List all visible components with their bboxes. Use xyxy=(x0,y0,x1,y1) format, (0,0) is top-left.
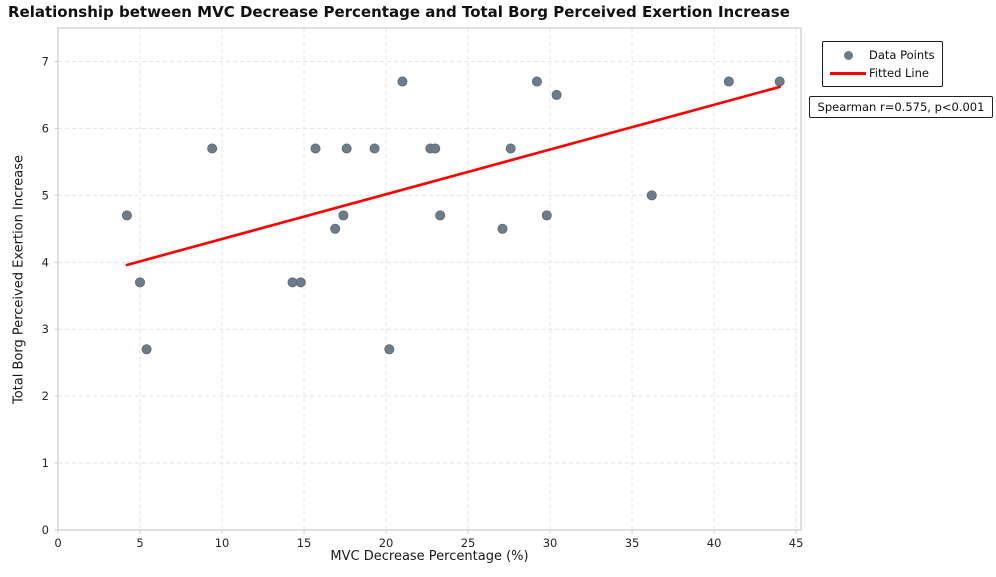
y-tick-label: 5 xyxy=(42,188,49,202)
legend-item-data-points: Data Points xyxy=(827,46,936,64)
legend-label-fitted-line: Fitted Line xyxy=(869,66,929,80)
fitted-line xyxy=(125,85,781,267)
chart-title: Relationship between MVC Decrease Percen… xyxy=(8,3,790,21)
x-axis-label: MVC Decrease Percentage (%) xyxy=(330,549,529,564)
data-point xyxy=(141,344,152,355)
data-point xyxy=(207,143,218,154)
y-tick-label: 7 xyxy=(42,54,49,68)
data-point xyxy=(531,76,542,87)
data-point xyxy=(435,210,446,221)
y-tick-label: 0 xyxy=(42,523,49,537)
x-tick-label: 40 xyxy=(707,536,722,550)
legend: Data Points Fitted Line xyxy=(822,41,943,87)
y-tick-label: 3 xyxy=(42,322,49,336)
data-point xyxy=(646,190,657,201)
x-tick-label: 45 xyxy=(789,536,804,550)
x-tick-label: 5 xyxy=(136,536,143,550)
legend-item-fitted-line: Fitted Line xyxy=(827,64,936,82)
data-point xyxy=(430,143,441,154)
y-axis-label: Total Borg Perceived Exertion Increase xyxy=(11,154,27,405)
data-point xyxy=(310,143,321,154)
data-point xyxy=(135,277,146,288)
legend-scatter-marker-icon xyxy=(843,50,853,60)
data-point xyxy=(295,277,306,288)
y-tick-label: 2 xyxy=(42,389,49,403)
plot-border xyxy=(57,27,802,531)
y-tick-label: 1 xyxy=(42,456,49,470)
data-point xyxy=(338,210,349,221)
data-point xyxy=(505,143,516,154)
legend-line-marker-icon xyxy=(830,71,866,75)
data-point xyxy=(774,76,785,87)
y-tick-label: 6 xyxy=(42,121,49,135)
data-point xyxy=(497,223,508,234)
x-tick-label: 25 xyxy=(461,536,476,550)
data-point xyxy=(341,143,352,154)
data-point xyxy=(384,344,395,355)
stats-annotation: Spearman r=0.575, p<0.001 xyxy=(809,96,993,118)
data-point xyxy=(551,89,562,100)
x-tick-label: 35 xyxy=(625,536,640,550)
data-point xyxy=(397,76,408,87)
legend-label-data-points: Data Points xyxy=(869,48,935,62)
data-point xyxy=(541,210,552,221)
x-tick-label: 30 xyxy=(543,536,558,550)
data-point xyxy=(330,223,341,234)
x-tick-label: 10 xyxy=(215,536,230,550)
x-tick-label: 0 xyxy=(54,536,61,550)
x-tick-label: 15 xyxy=(297,536,312,550)
data-point xyxy=(369,143,380,154)
data-point xyxy=(121,210,132,221)
data-point xyxy=(723,76,734,87)
y-tick-label: 4 xyxy=(42,255,49,269)
x-tick-label: 20 xyxy=(379,536,394,550)
